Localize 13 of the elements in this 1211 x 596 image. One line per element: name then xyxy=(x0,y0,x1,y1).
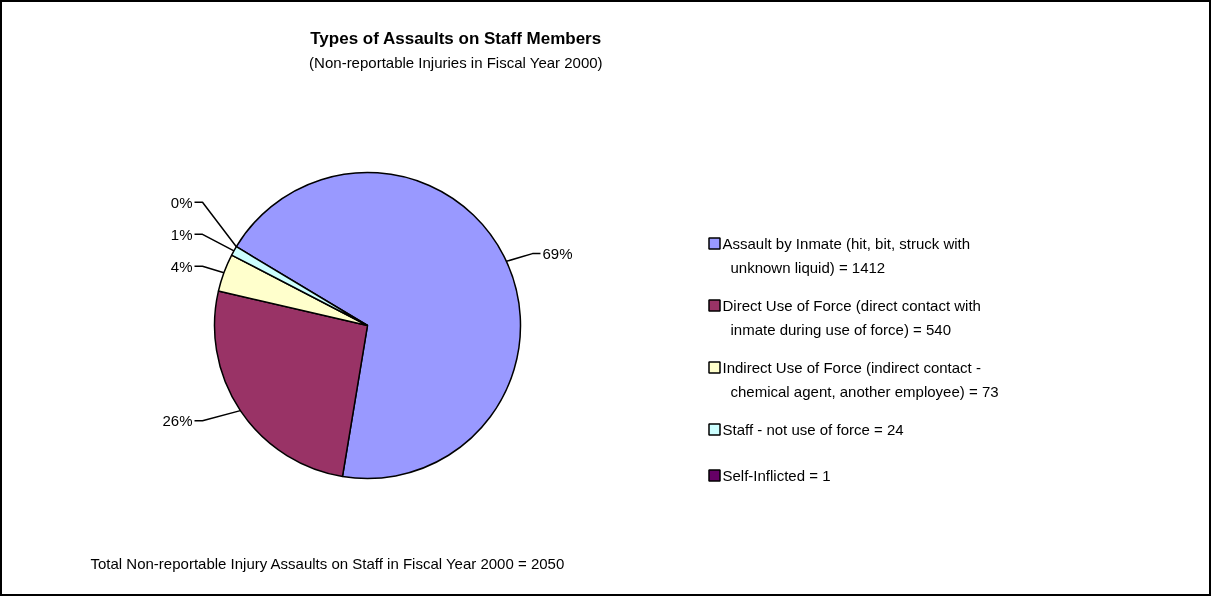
text: 0% xyxy=(170,193,193,211)
chart-title: Types of Assaults on Staff Members xyxy=(310,29,602,48)
legend-label: Staff - not use of force = 24 xyxy=(722,421,904,438)
legend-label: Direct Use of Force (direct contact with inmate during use of force) = 540 xyxy=(722,297,981,338)
data-label: 1% xyxy=(170,225,193,243)
legend-label: Self-Inflicted = 1 xyxy=(722,467,831,484)
text: Total Non-reportable Injury Assaults on Staff in Fiscal Year 2000 = 2050 xyxy=(90,555,565,572)
legend-label: Assault by Inmate (hit, bit, struck with unknown liquid) = 1412 xyxy=(722,235,971,276)
chart-subtitle: (Non-reportable Injuries in Fiscal Year 2000) xyxy=(309,54,603,71)
data-label: 4% xyxy=(170,257,193,275)
data-label: 69% xyxy=(542,245,573,263)
legend-label: Indirect Use of Force (indirect contact - chemical agent, another employee) = 73 xyxy=(722,359,999,400)
data-label: 26% xyxy=(162,412,193,430)
